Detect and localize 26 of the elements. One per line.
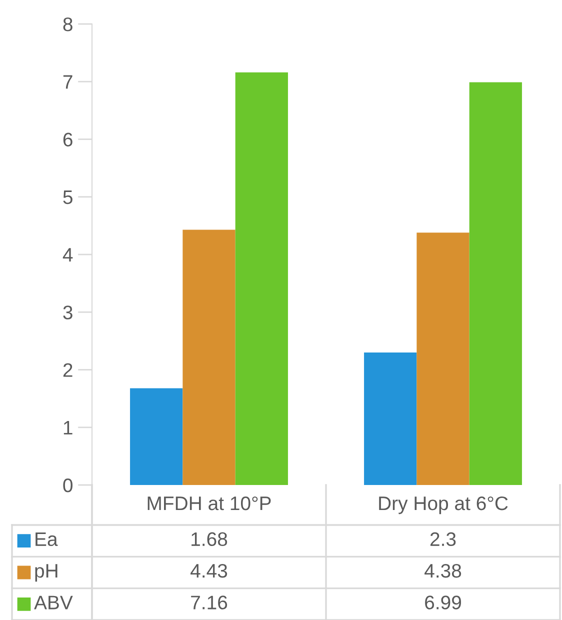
data-label: 7.16	[191, 596, 228, 610]
y-tick-label: 5	[63, 190, 72, 204]
bar	[182, 230, 236, 485]
bar	[235, 72, 288, 485]
y-tick-label: 6	[63, 132, 72, 146]
legend-label: ABV	[34, 596, 73, 610]
y-tick-label: 1	[64, 421, 72, 434]
y-tick-label: 3	[63, 306, 72, 320]
data-label: 6.99	[425, 596, 461, 610]
y-tick-label: 0	[63, 478, 72, 492]
data-label: 2.3	[430, 532, 456, 546]
bar	[364, 352, 417, 485]
bar	[469, 82, 522, 485]
legend-label: Ea	[36, 532, 58, 546]
y-tick-label: 7	[63, 75, 72, 89]
x-tick-label: MFDH at 10°P	[148, 496, 271, 510]
data-label: 1.68	[192, 532, 228, 546]
y-tick-label: 2	[63, 363, 72, 377]
y-tick-label: 8	[63, 17, 72, 32]
y-tick-label: 4	[62, 248, 73, 262]
x-tick-label: Dry Hop at 6°C	[379, 496, 508, 514]
data-label: 4.38	[424, 564, 462, 578]
legend-label: pH	[35, 564, 58, 582]
bar	[416, 232, 470, 485]
bar	[130, 388, 183, 485]
data-label: 4.43	[190, 564, 228, 578]
